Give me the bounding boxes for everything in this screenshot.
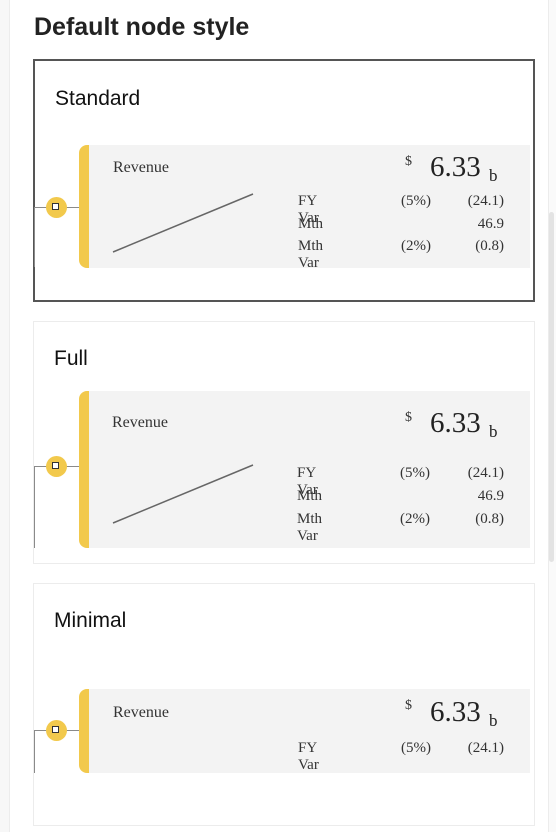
node-accent-bar xyxy=(79,689,89,773)
page-title: Default node style xyxy=(34,13,250,41)
node-value: 6.33 xyxy=(430,407,481,439)
row-label: Mth Var xyxy=(297,511,323,544)
left-panel-edge xyxy=(0,0,10,832)
currency-symbol: $ xyxy=(405,698,412,713)
currency-symbol: $ xyxy=(405,154,412,169)
style-option-title: Full xyxy=(54,347,88,370)
row-pct: (2%) xyxy=(400,511,430,527)
node-label: Revenue xyxy=(112,414,168,431)
row-pct: (2%) xyxy=(401,238,431,254)
node-accent-bar xyxy=(79,145,89,268)
tree-connector xyxy=(34,730,35,773)
row-value: 46.9 xyxy=(477,216,504,232)
node-accent-bar xyxy=(79,391,89,548)
node-value: 6.33 xyxy=(430,151,481,183)
currency-symbol: $ xyxy=(405,410,412,425)
node-value: 6.33 xyxy=(430,696,481,728)
row-pct: (5%) xyxy=(401,193,431,209)
row-label: FY Var xyxy=(297,465,318,498)
row-value: (0.8) xyxy=(475,511,504,527)
row-value: (24.1) xyxy=(467,193,504,209)
row-label: Mth Var xyxy=(298,238,324,271)
row-label: FY Var xyxy=(298,740,319,773)
collapse-square-icon[interactable] xyxy=(46,456,67,477)
node-label: Revenue xyxy=(113,704,169,721)
trend-line-icon xyxy=(112,193,254,253)
row-value: (0.8) xyxy=(475,238,504,254)
collapse-square-icon[interactable] xyxy=(46,720,67,741)
row-value: (24.1) xyxy=(467,465,504,481)
style-option-title: Standard xyxy=(55,87,141,110)
row-label: Mth xyxy=(297,488,323,504)
row-label: Mth xyxy=(298,216,324,232)
collapse-square-icon[interactable] xyxy=(46,197,67,218)
node-body xyxy=(89,391,530,548)
trend-line-icon xyxy=(112,464,254,524)
tree-connector xyxy=(34,207,35,267)
row-value: (24.1) xyxy=(467,740,504,756)
value-unit: b xyxy=(489,711,498,730)
node-label: Revenue xyxy=(113,159,169,176)
row-pct: (5%) xyxy=(401,740,431,756)
value-unit: b xyxy=(489,166,498,185)
style-option-title: Minimal xyxy=(54,609,127,632)
value-unit: b xyxy=(489,422,498,441)
node-body xyxy=(89,689,530,773)
row-value: 46.9 xyxy=(477,488,504,504)
scrollbar-thumb[interactable] xyxy=(549,212,554,562)
row-pct: (5%) xyxy=(400,465,430,481)
node-body xyxy=(89,145,530,268)
tree-connector xyxy=(34,466,35,548)
row-label: FY Var xyxy=(298,193,319,226)
